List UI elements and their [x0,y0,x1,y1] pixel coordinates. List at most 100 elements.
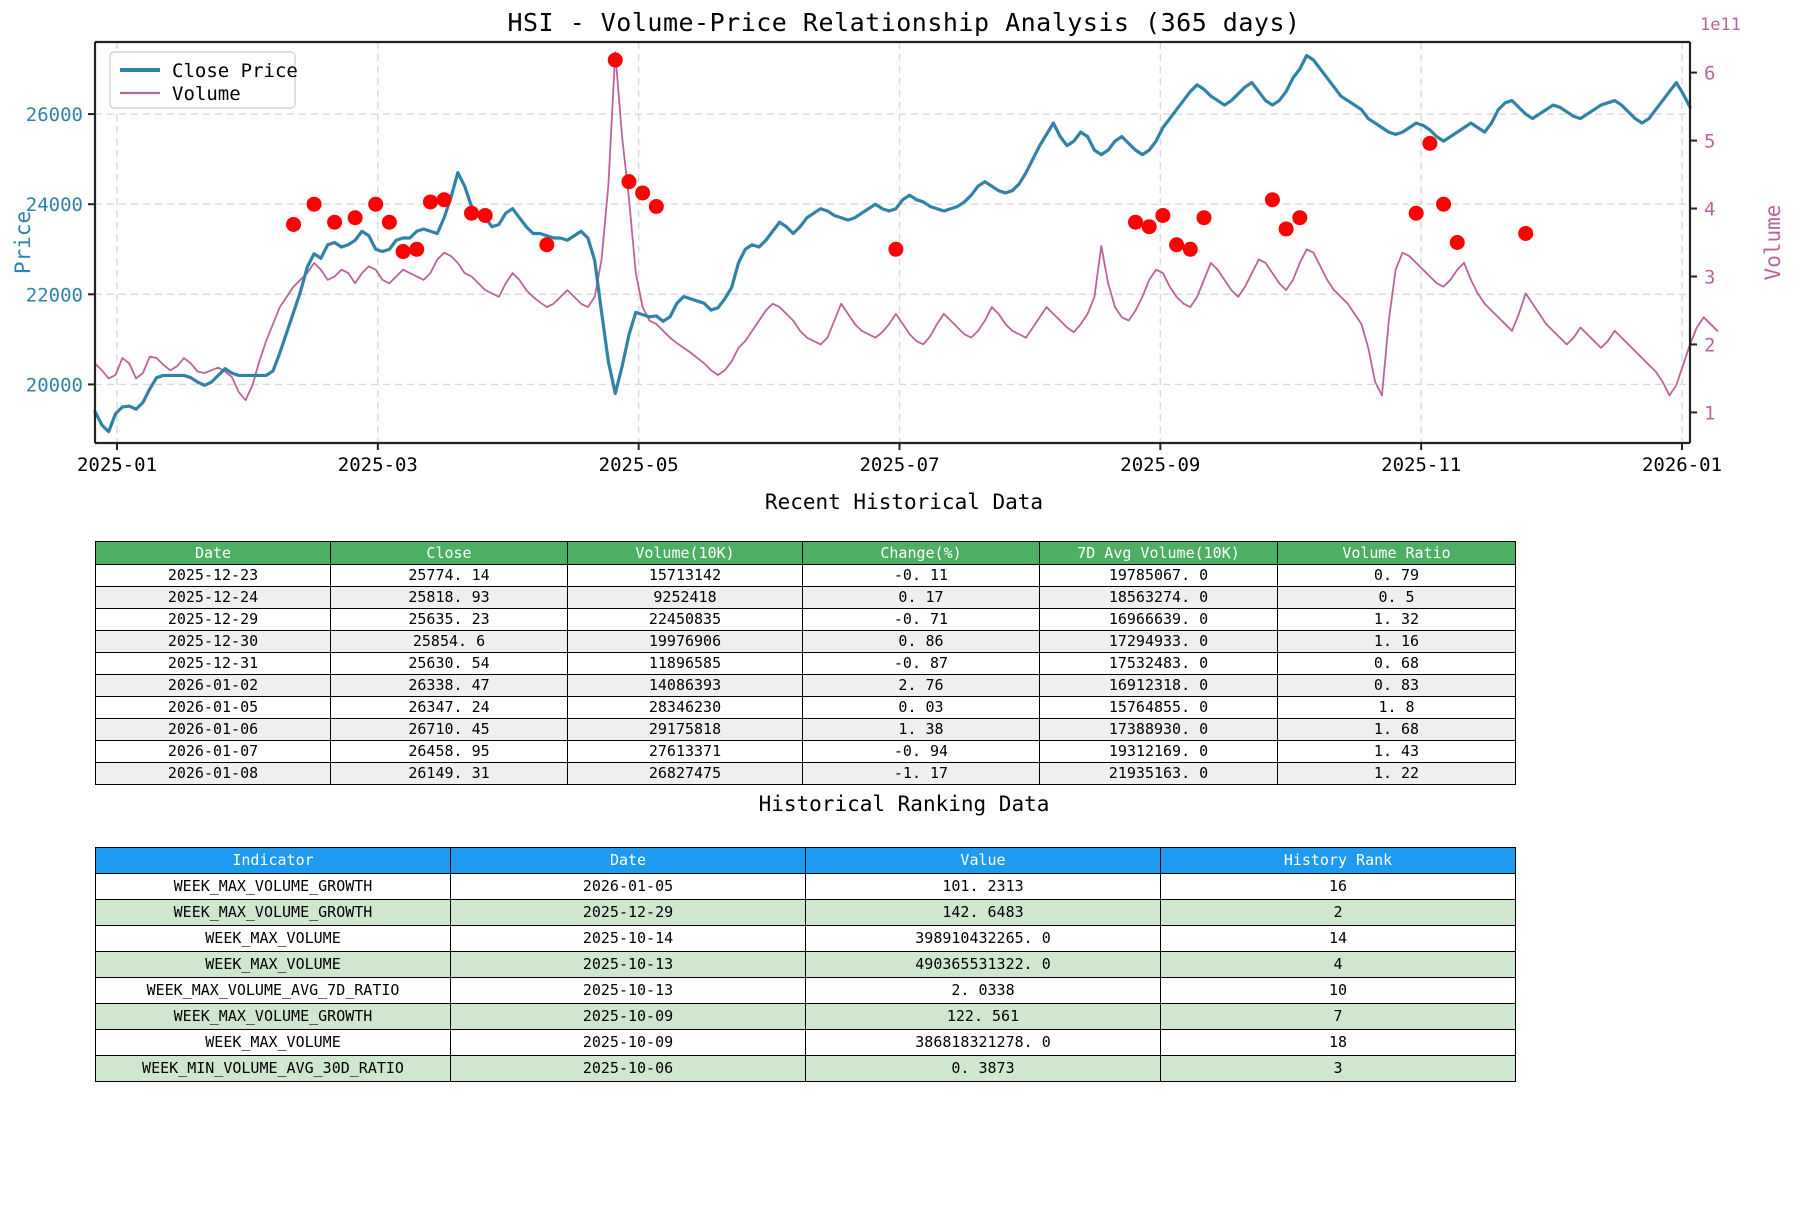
close-price-line [93,53,1692,434]
recent-cell-3: -0. 11 [802,564,1040,587]
xtick-label-1: 2025-03 [338,454,418,476]
y2tick-label-0: 1 [1704,402,1715,424]
recent-cell-4: 16966639. 0 [1039,608,1278,631]
recent-cell-3: -0. 87 [802,652,1040,675]
table-row: WEEK_MAX_VOLUME_GROWTH 2026-01-05 101. 231… [95,873,1516,900]
table-row: 2025-12-29 25635. 23 22450835 -0. 71 1696663… [95,608,1516,631]
recent-cell-0: 2025-12-30 [95,630,331,653]
recent-cell-2: 15713142 [567,564,803,587]
signal-marker-11 [477,207,493,223]
recent-historical-data-table-wrap: Date Close Volume(10K) Change(%) 7D Avg Volu… [95,541,1516,785]
recent-cell-3: 0. 17 [802,586,1040,609]
recent-cell-4: 21935163. 0 [1039,762,1278,785]
recent-col-2: Volume(10K) [567,541,803,565]
recent-cell-2: 29175818 [567,718,803,741]
rank-cell-0: WEEK_MAX_VOLUME [95,1029,451,1056]
recent-cell-2: 11896585 [567,652,803,675]
signal-marker-22 [1182,241,1198,257]
rank-table-header-row: Indicator Date Value History Rank [95,847,1516,874]
recent-cell-1: 25630. 54 [330,652,568,675]
rank-cell-0: WEEK_MAX_VOLUME [95,951,451,978]
rank-cell-1: 2025-10-06 [450,1055,806,1082]
ytick-label-0: 20000 [26,374,83,396]
rank-cell-2: 386818321278. 0 [805,1029,1161,1056]
signal-marker-16 [648,198,664,214]
recent-cell-3: 0. 03 [802,696,1040,719]
rank-cell-1: 2025-10-14 [450,925,806,952]
rank-col-0: Indicator [95,847,451,874]
ytick-label-2: 24000 [26,194,83,216]
rank-cell-3: 7 [1160,1003,1516,1030]
rank-cell-0: WEEK_MAX_VOLUME [95,925,451,952]
y2tick-label-4: 5 [1704,131,1715,153]
signal-marker-18 [1128,214,1144,230]
recent-cell-1: 26458. 95 [330,740,568,763]
y2-axis-label: Volume [1761,205,1785,281]
recent-cell-4: 19785067. 0 [1039,564,1278,587]
signal-marker-10 [464,205,479,221]
recent-cell-2: 14086393 [567,674,803,697]
recent-cell-1: 26338. 47 [330,674,568,697]
rank-table-body: WEEK_MAX_VOLUME_GROWTH 2026-01-05 101. 231… [95,873,1516,1082]
table-row: WEEK_MAX_VOLUME 2025-10-14 398910432265. 0… [95,925,1516,952]
rank-cell-2: 101. 2313 [805,873,1161,900]
xtick-label-0: 2025-01 [77,454,157,476]
historical-ranking-data-table-wrap: Indicator Date Value History Rank WEEK_MAX_… [95,847,1516,1082]
xtick-label-2: 2025-05 [599,454,679,476]
recent-cell-5: 0. 68 [1277,652,1516,675]
recent-cell-0: 2026-01-06 [95,718,331,741]
plot-background [95,42,1690,443]
table-row: WEEK_MAX_VOLUME 2025-10-13 490365531322. 0… [95,951,1516,978]
recent-cell-4: 18563274. 0 [1039,586,1278,609]
recent-cell-5: 0. 79 [1277,564,1516,587]
rank-col-2: Value [805,847,1161,874]
recent-table-body: 2025-12-23 25774. 14 15713142 -0. 11 1978506… [95,564,1516,785]
recent-cell-4: 16912318. 0 [1039,674,1278,697]
rank-cell-0: WEEK_MAX_VOLUME_GROWTH [95,1003,451,1030]
rank-cell-3: 10 [1160,977,1516,1004]
recent-cell-5: 1. 68 [1277,718,1516,741]
recent-cell-1: 25774. 14 [330,564,568,587]
signal-marker-23 [1196,210,1212,226]
recent-col-5: Volume Ratio [1277,541,1516,565]
xtick-label-3: 2025-07 [859,454,939,476]
xtick-label-5: 2025-11 [1381,454,1461,476]
rank-cell-1: 2026-01-05 [450,873,806,900]
table-row: WEEK_MAX_VOLUME_GROWTH 2025-10-09 122. 561… [95,1003,1516,1030]
recent-cell-5: 0. 83 [1277,674,1516,697]
rank-cell-0: WEEK_MAX_VOLUME_GROWTH [95,873,451,900]
table-row: 2025-12-30 25854. 6 19976906 0. 86 17294933.… [95,630,1516,653]
y2tick-label-5: 6 [1704,63,1715,85]
rank-cell-3: 14 [1160,925,1516,952]
signal-marker-3 [347,210,363,226]
recent-cell-2: 19976906 [567,630,803,653]
table-row: 2025-12-23 25774. 14 15713142 -0. 11 1978506… [95,564,1516,587]
rank-cell-1: 2025-10-09 [450,1003,806,1030]
recent-cell-1: 26149. 31 [330,762,568,785]
recent-col-1: Close [330,541,568,565]
table-row: WEEK_MAX_VOLUME_AVG_7D_RATIO 2025-10-13 2.… [95,977,1516,1004]
signal-marker-13 [607,52,623,68]
historical-ranking-data-table: Indicator Date Value History Rank WEEK_MAX_… [95,847,1516,1082]
xtick-label-6: 2026-01 [1642,454,1722,476]
rank-cell-0: WEEK_MIN_VOLUME_AVG_30D_RATIO [95,1055,451,1082]
signal-marker-19 [1141,219,1157,235]
signal-marker-6 [395,244,411,260]
signal-marker-27 [1408,205,1424,221]
table-row: WEEK_MAX_VOLUME 2025-10-09 386818321278. 0… [95,1029,1516,1056]
recent-data-title: Recent Historical Data [764,490,1044,514]
recent-table-header-row: Date Close Volume(10K) Change(%) 7D Avg Volu… [95,541,1516,565]
table-row: 2026-01-06 26710. 45 29175818 1. 38 17388930… [95,718,1516,741]
signal-marker-14 [621,174,637,190]
table-row: 2026-01-07 26458. 95 27613371 -0. 94 1931216… [95,740,1516,763]
legend-label-1: Volume [172,83,241,105]
rank-cell-2: 142. 6483 [805,899,1161,926]
table-row: 2026-01-08 26149. 31 26827475 -1. 17 2193516… [95,762,1516,785]
signal-marker-20 [1155,207,1171,223]
table-row: 2025-12-24 25818. 93 9252418 0. 17 18563274.… [95,586,1516,609]
rank-cell-1: 2025-10-09 [450,1029,806,1056]
recent-cell-2: 9252418 [567,586,803,609]
signal-marker-1 [306,196,322,212]
legend-label-0: Close Price [172,60,298,82]
xtick-label-4: 2025-09 [1120,454,1200,476]
